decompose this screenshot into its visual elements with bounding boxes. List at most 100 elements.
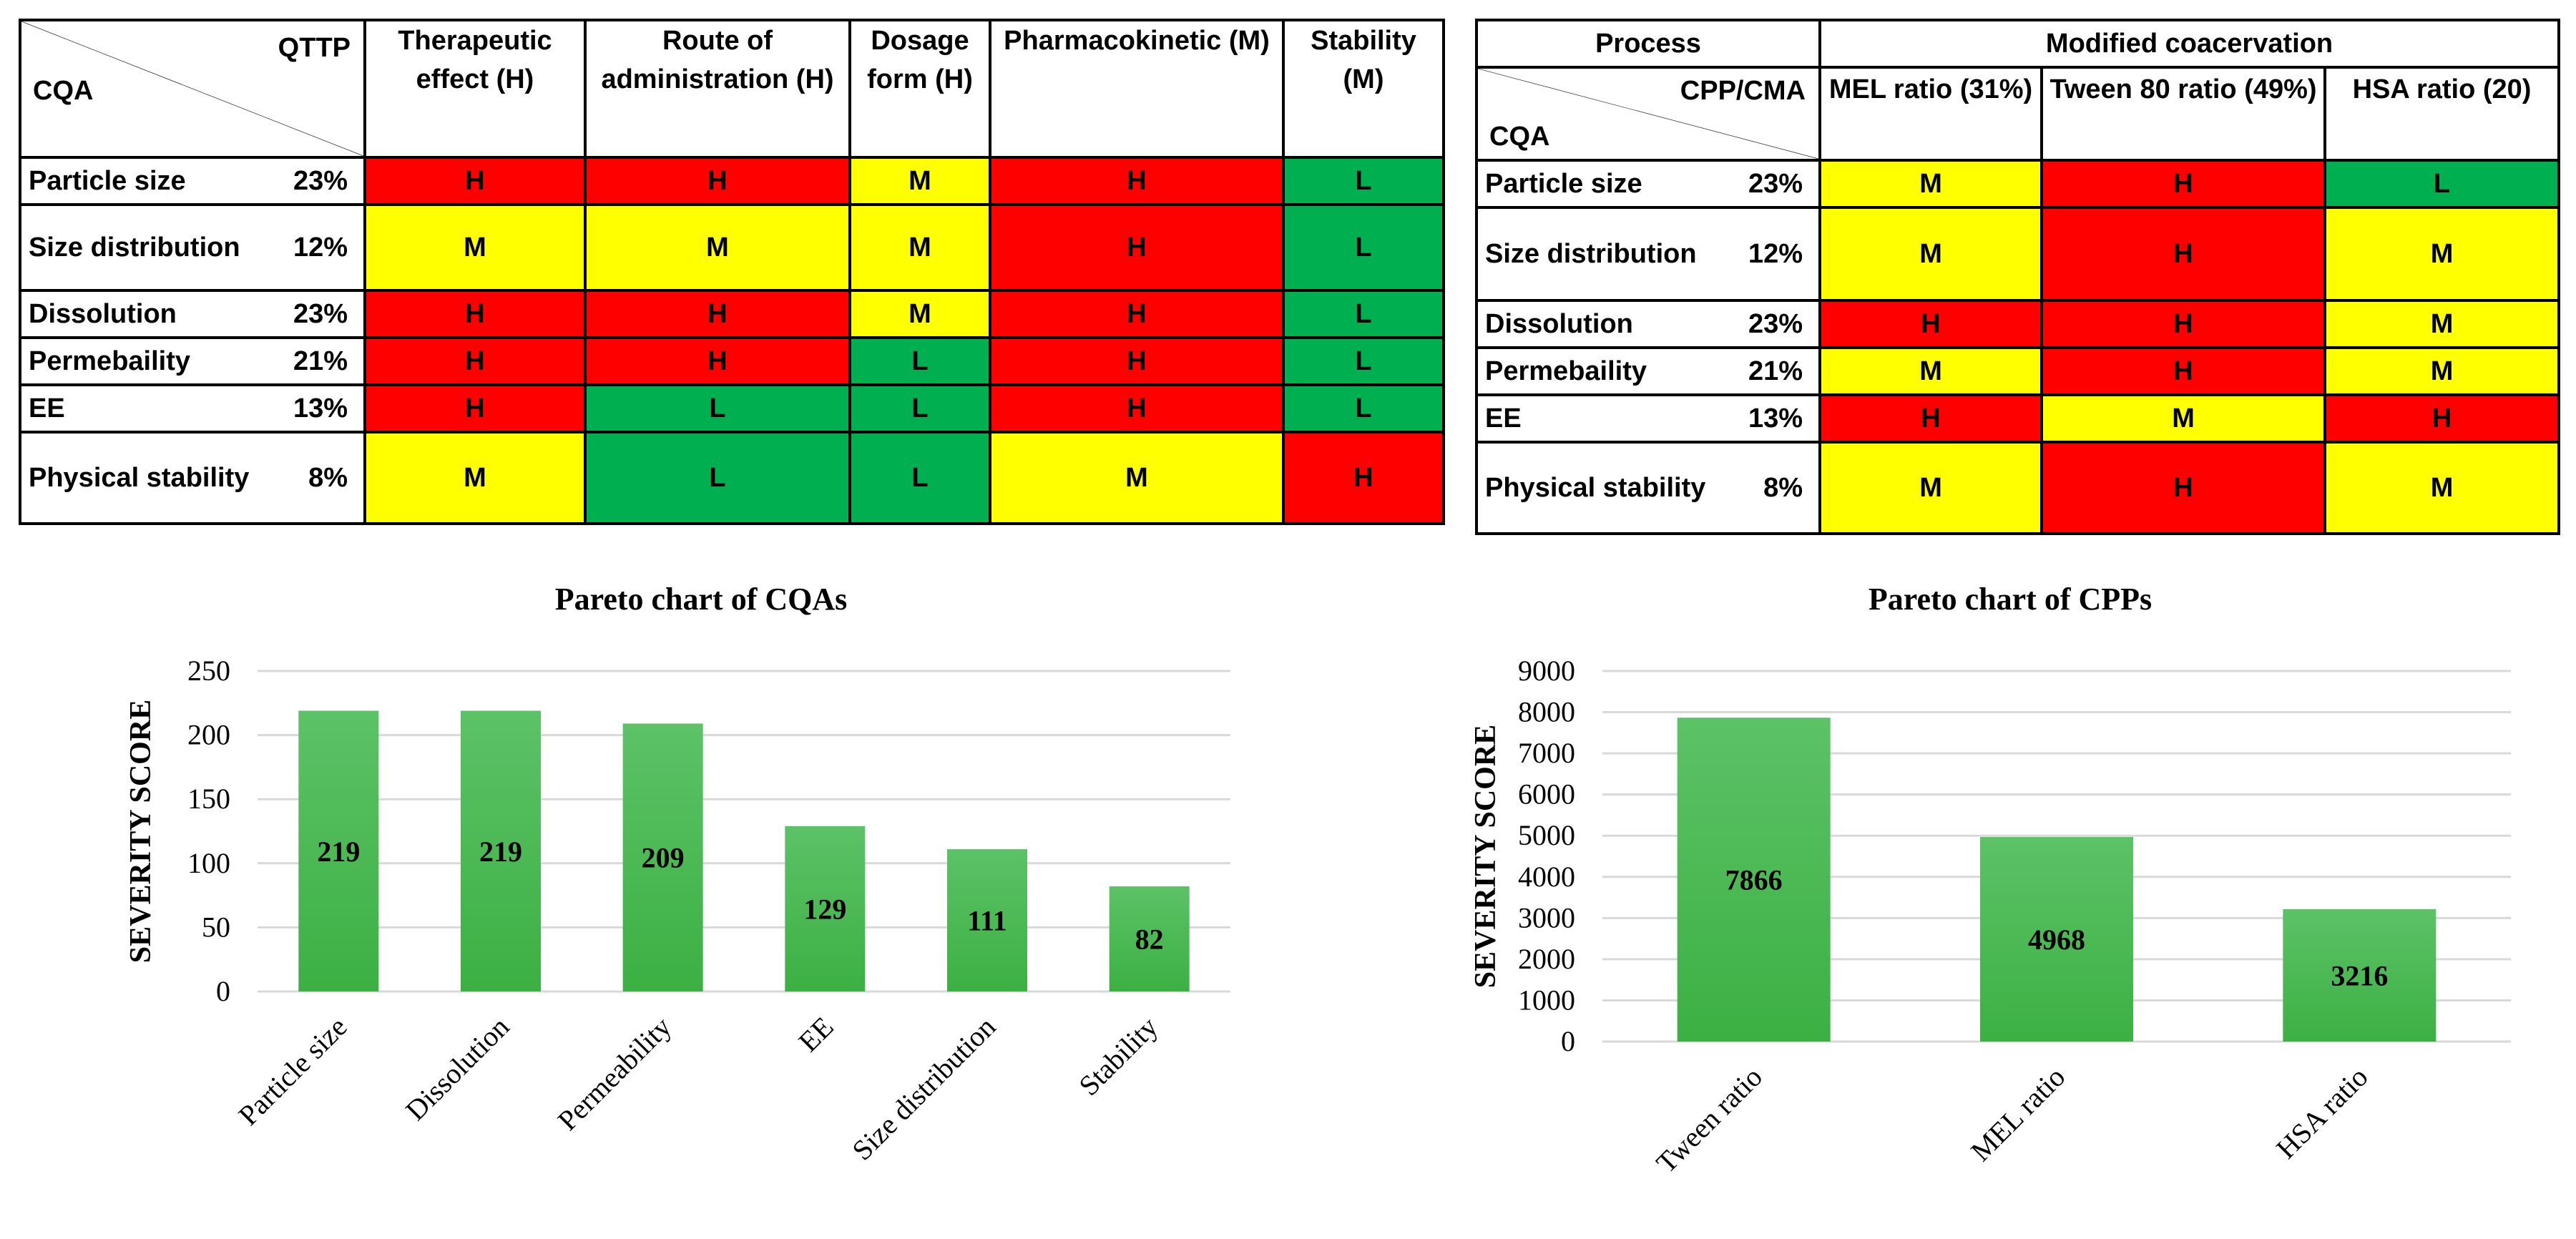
- risk-cell: M: [2040, 393, 2327, 444]
- y-tick-label: 7000: [1518, 737, 1575, 769]
- table1-col-header: Therapeutic effect (H): [363, 19, 587, 159]
- table2-process-row: Process Modified coacervation: [1474, 19, 2561, 69]
- y-tick-label: 4000: [1518, 861, 1575, 893]
- risk-cell: L: [1282, 203, 1445, 292]
- table2-row: Dissolution 23% H H M: [1475, 299, 2561, 349]
- risk-cell: L: [2323, 159, 2561, 209]
- x-tick-label: EE: [792, 1011, 839, 1058]
- row-name: Particle size: [1475, 159, 1713, 209]
- risk-cell: H: [363, 156, 587, 206]
- bar: [461, 710, 541, 991]
- risk-cell: H: [1818, 393, 2044, 444]
- data-label: 3216: [2331, 959, 2388, 991]
- risk-cell: M: [363, 431, 587, 525]
- data-label: 219: [479, 836, 522, 868]
- table1-header-row: QTTP CQA Therapeutic effect (H) Route of…: [19, 19, 1445, 159]
- risk-cell: L: [1282, 383, 1445, 434]
- data-label: 82: [1135, 924, 1164, 956]
- corner-diagonal: [21, 21, 363, 156]
- risk-cell: M: [848, 289, 991, 339]
- row-percent: 12%: [1713, 206, 1822, 302]
- table1-row: Physical stability 8% M L L M H: [19, 431, 1445, 525]
- risk-cell: M: [848, 203, 991, 292]
- risk-cell: H: [2040, 159, 2327, 209]
- row-name: Permebaility: [1475, 346, 1713, 396]
- row-name: EE: [19, 383, 263, 434]
- risk-cell: H: [989, 383, 1285, 434]
- risk-cell: M: [2323, 299, 2561, 349]
- data-label: 4968: [2028, 924, 2085, 956]
- x-tick-label: Size distribution: [846, 1011, 1001, 1167]
- table1-cqa-label: CQA: [33, 76, 94, 106]
- row-percent: 8%: [263, 431, 366, 525]
- bar: [1677, 718, 1831, 1042]
- risk-cell: L: [848, 336, 991, 386]
- chart1-title: Pareto chart of CQAs: [554, 582, 848, 617]
- table2-process-label: Process: [1474, 19, 1822, 69]
- x-tick-label: Tween ratio: [1650, 1061, 1768, 1180]
- row-percent: 13%: [1713, 393, 1822, 444]
- row-percent: 23%: [1713, 159, 1822, 209]
- table2-col-header: MEL ratio (31%): [1818, 66, 2044, 162]
- risk-cell: L: [584, 431, 851, 525]
- risk-cell: H: [989, 289, 1285, 339]
- risk-cell: M: [848, 156, 991, 206]
- row-name: Physical stability: [19, 431, 263, 525]
- risk-cell: M: [989, 431, 1285, 525]
- risk-cell: M: [1818, 159, 2044, 209]
- row-name: Size distribution: [19, 203, 263, 292]
- table2-corner-cell: CPP/CMA CQA: [1474, 66, 1822, 162]
- risk-cell: H: [2323, 393, 2561, 444]
- risk-cell: L: [848, 383, 991, 434]
- table2-col-header: HSA ratio (20): [2323, 66, 2561, 162]
- row-percent: 8%: [1713, 441, 1822, 535]
- risk-cell: H: [989, 336, 1285, 386]
- data-label: 111: [967, 905, 1007, 937]
- row-percent: 21%: [1713, 346, 1822, 396]
- row-name: Dissolution: [1475, 299, 1713, 349]
- table1-col-header: Pharmacokinetic (M): [989, 19, 1285, 159]
- bar: [785, 826, 866, 991]
- x-tick-label: Particle size: [232, 1011, 353, 1132]
- y-tick-label: 0: [1561, 1025, 1575, 1057]
- table2-process-value: Modified coacervation: [1818, 19, 2561, 69]
- row-name: Permebaility: [19, 336, 263, 386]
- risk-cell: H: [2040, 206, 2327, 302]
- risk-cell: L: [584, 383, 851, 434]
- risk-cell: H: [363, 336, 587, 386]
- risk-cell: M: [1818, 441, 2044, 535]
- y-tick-label: 5000: [1518, 819, 1575, 851]
- x-tick-label: Dissolution: [399, 1011, 515, 1127]
- risk-cell: H: [363, 383, 587, 434]
- risk-cell: M: [2323, 346, 2561, 396]
- table1-row: Dissolution 23% H H M H L: [19, 289, 1445, 339]
- row-name: EE: [1475, 393, 1713, 444]
- risk-cell: L: [1282, 336, 1445, 386]
- row-percent: 23%: [263, 289, 366, 339]
- table1-row: Size distribution 12% M M M H L: [19, 203, 1445, 292]
- y-tick-label: 2000: [1518, 943, 1575, 975]
- x-tick-label: HSA ratio: [2270, 1061, 2374, 1165]
- risk-cell: H: [2040, 299, 2327, 349]
- bar: [947, 849, 1027, 991]
- table1-row: Particle size 23% H H M H L: [19, 156, 1445, 206]
- risk-cell: H: [363, 289, 587, 339]
- table1-col-header: Dosage form (H): [848, 19, 991, 159]
- x-tick-label: Permeability: [552, 1011, 677, 1137]
- row-percent: 13%: [263, 383, 366, 434]
- risk-cell: H: [1818, 299, 2044, 349]
- row-percent: 23%: [1713, 299, 1822, 349]
- table2-cpp-label: CPP/CMA: [1680, 76, 1806, 106]
- data-label: 219: [317, 836, 360, 868]
- row-percent: 23%: [263, 156, 366, 206]
- bar: [1109, 886, 1190, 991]
- y-tick-label: 150: [187, 783, 230, 815]
- table2-row: Particle size 23% M H L: [1475, 159, 2561, 209]
- table1-corner-cell: QTTP CQA: [19, 19, 366, 159]
- cpp-cqa-risk-table: Process Modified coacervation CPP/CMA CQ…: [1474, 19, 2561, 535]
- y-tick-label: 3000: [1518, 901, 1575, 934]
- table1-qttp-label: QTTP: [278, 33, 351, 63]
- data-label: 7866: [1725, 864, 1783, 896]
- row-percent: 21%: [263, 336, 366, 386]
- y-tick-label: 50: [202, 911, 230, 943]
